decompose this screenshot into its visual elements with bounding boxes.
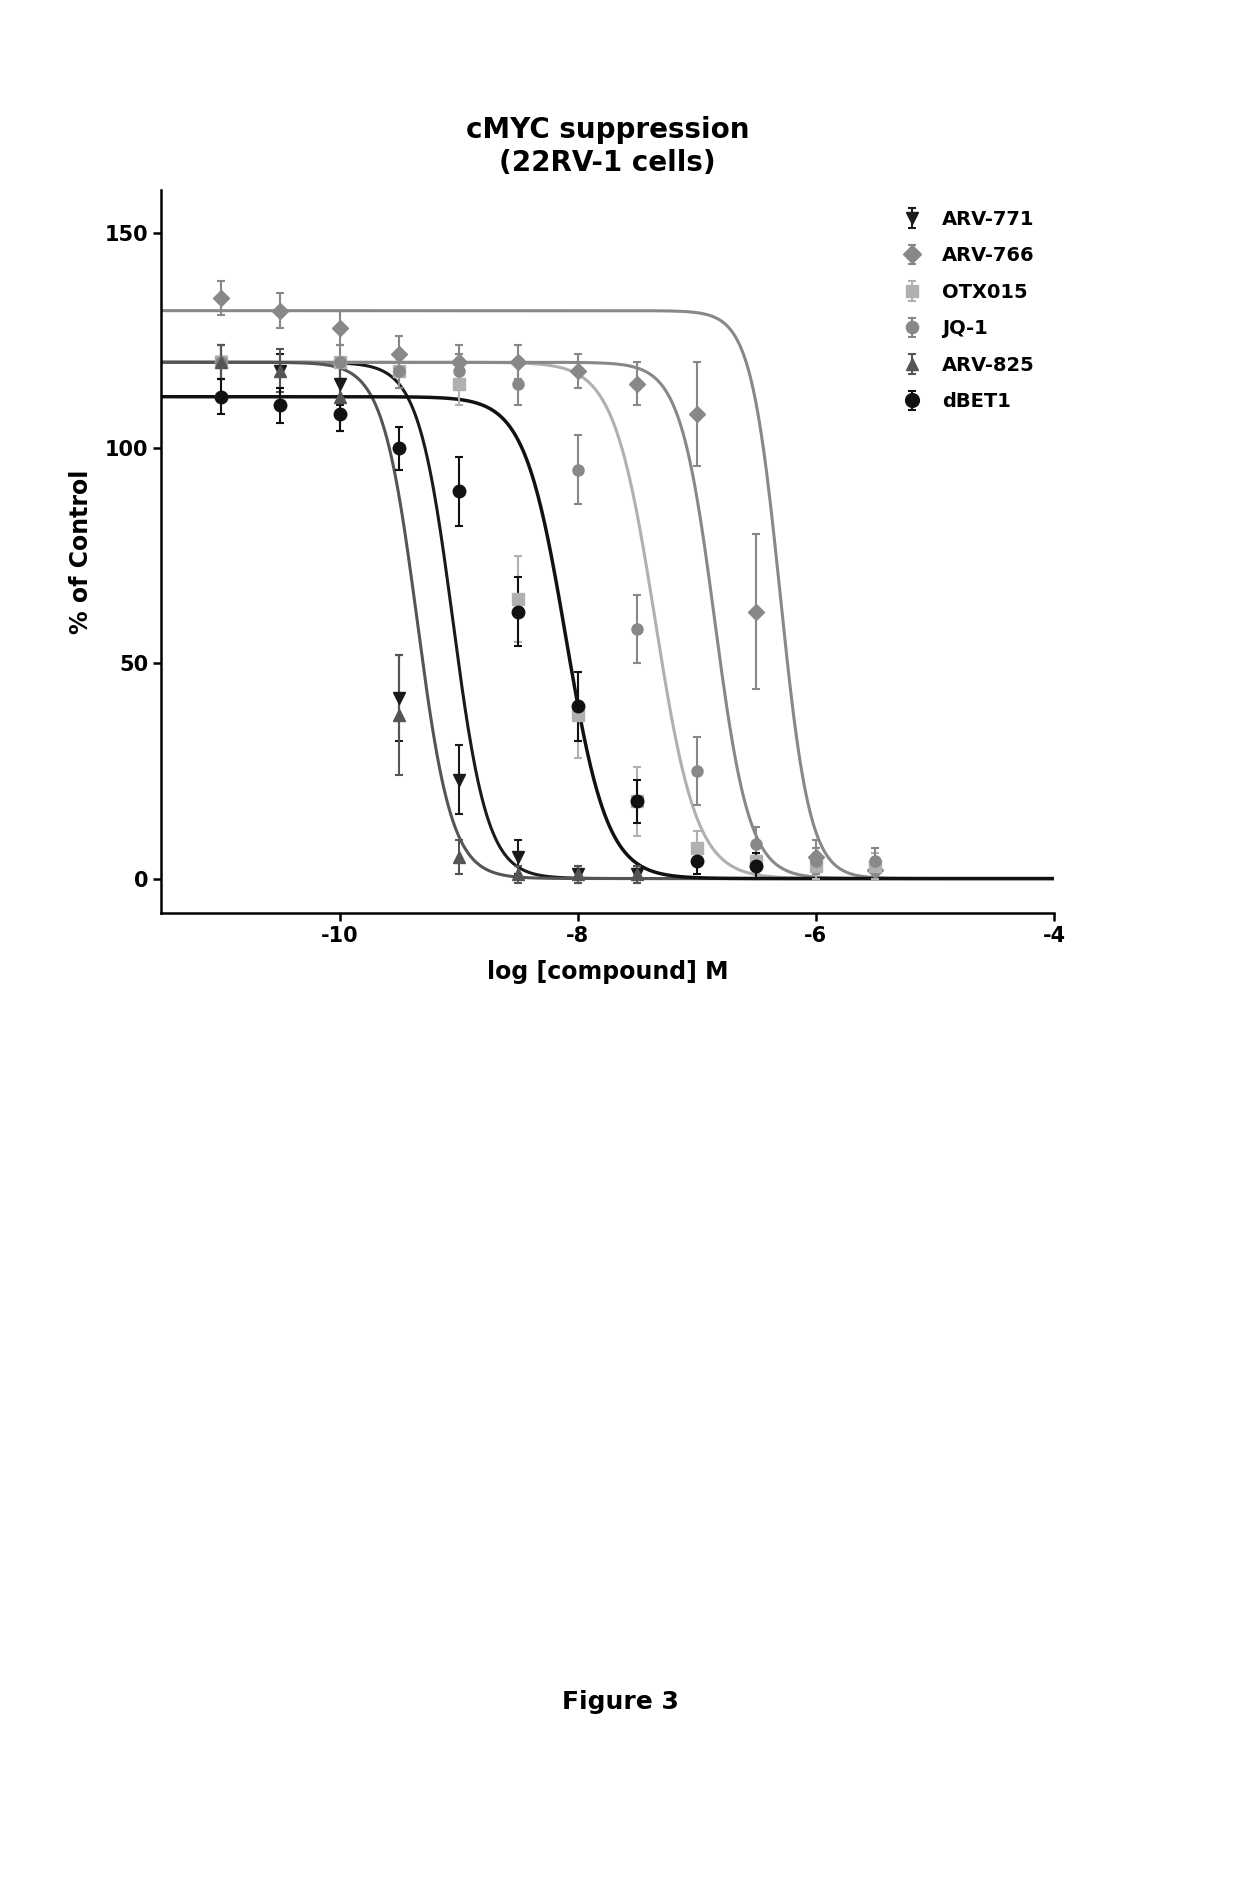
Title: cMYC suppression
(22RV-1 cells): cMYC suppression (22RV-1 cells) — [466, 116, 749, 177]
X-axis label: log [compound] M: log [compound] M — [487, 961, 728, 983]
Y-axis label: % of Control: % of Control — [69, 470, 93, 633]
Text: Figure 3: Figure 3 — [562, 1691, 678, 1714]
Legend: ARV-771, ARV-766, OTX015, JQ-1, ARV-825, dBET1: ARV-771, ARV-766, OTX015, JQ-1, ARV-825,… — [888, 200, 1044, 420]
